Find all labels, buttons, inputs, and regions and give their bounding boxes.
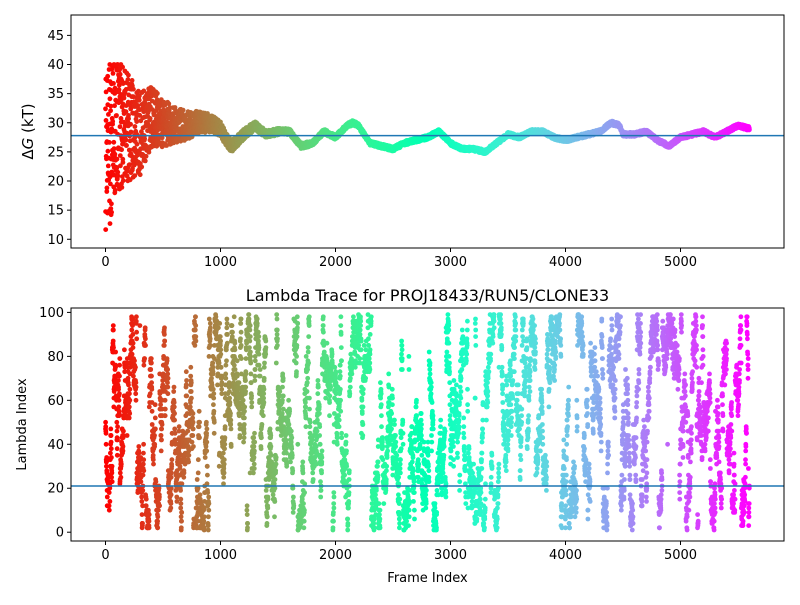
dg-point — [131, 94, 137, 100]
dg-point — [111, 81, 116, 86]
dg-point — [142, 158, 148, 164]
dg-point — [121, 95, 127, 101]
dg-point — [118, 116, 124, 121]
dg-point — [134, 141, 140, 147]
dg-point — [120, 160, 126, 165]
dg-point — [155, 91, 160, 96]
dg-point — [115, 169, 121, 175]
dg-point — [108, 103, 114, 109]
dg-point — [132, 124, 138, 129]
dg-point — [111, 139, 117, 145]
dg-point — [141, 88, 147, 94]
dg-point — [106, 112, 111, 117]
dg-point — [124, 143, 129, 148]
dg-point — [109, 201, 114, 207]
dg-point — [114, 156, 120, 162]
dg-point — [143, 153, 149, 159]
dg-point — [108, 181, 113, 187]
dg-point — [112, 103, 117, 109]
dg-point — [108, 206, 114, 212]
dg-point — [110, 119, 116, 124]
dg-point — [119, 147, 124, 153]
dg-point — [137, 93, 142, 99]
dg-point — [129, 78, 135, 83]
dg-point — [123, 137, 129, 143]
dg-point — [112, 85, 118, 91]
dg-point — [105, 163, 111, 169]
dg-point — [112, 187, 118, 193]
dg-point — [111, 146, 117, 152]
dg-point — [120, 64, 125, 70]
dg-point — [180, 107, 186, 113]
dg-point — [137, 172, 143, 178]
dg-point — [123, 109, 129, 115]
dg-point — [159, 135, 165, 141]
dg-point — [103, 118, 109, 123]
dg-point — [147, 116, 153, 121]
dg-point — [105, 148, 111, 154]
dg-point — [128, 129, 134, 135]
dg-point — [112, 151, 118, 157]
dg-point — [104, 189, 110, 194]
dg-point — [103, 227, 109, 233]
dg-point — [104, 185, 110, 191]
dg-point — [117, 71, 123, 77]
dg-point — [106, 140, 112, 145]
dg-point — [131, 86, 136, 92]
dg-point — [132, 173, 138, 179]
dg-point — [116, 82, 122, 88]
dg-point — [107, 221, 113, 227]
dg-point — [126, 147, 132, 153]
dg-point — [120, 178, 126, 184]
dg-point — [166, 101, 172, 107]
dg-point — [136, 97, 142, 103]
dg-point — [150, 107, 155, 112]
dg-point — [125, 72, 131, 78]
dg-point — [128, 106, 134, 112]
dg-point — [103, 106, 108, 112]
dg-point — [128, 121, 134, 127]
dg-point — [135, 103, 141, 108]
dg-point — [108, 108, 113, 114]
dg-point — [117, 153, 123, 159]
dg-points — [103, 62, 752, 233]
dg-point — [119, 185, 125, 190]
dg-point — [139, 164, 145, 170]
dg-point — [105, 73, 111, 79]
dg-point — [118, 163, 123, 169]
dg-point — [116, 87, 122, 93]
dg-point — [110, 71, 116, 76]
dg-point — [125, 77, 131, 82]
dg-point — [134, 119, 140, 124]
dg-point — [103, 89, 109, 95]
dg-point — [126, 116, 131, 122]
dg-point — [114, 113, 119, 118]
dg-point — [127, 162, 133, 168]
dg-point — [109, 209, 114, 215]
dg-point — [114, 165, 120, 171]
dg-point — [117, 124, 123, 130]
dg-point — [107, 96, 113, 102]
dg-point — [142, 136, 148, 142]
dg-point — [115, 173, 121, 179]
